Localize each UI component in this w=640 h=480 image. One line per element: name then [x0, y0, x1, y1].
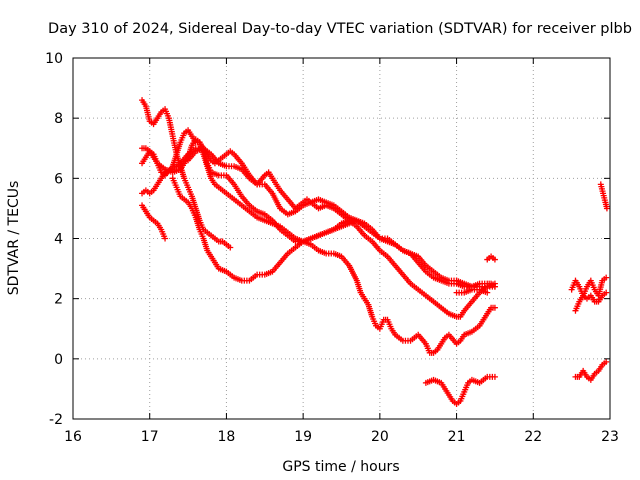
- data-point: [603, 205, 610, 212]
- y-tick-label: 2: [54, 292, 63, 308]
- y-tick-label: 4: [54, 232, 63, 248]
- y-axis-label: SDTVAR / TECUs: [6, 181, 22, 296]
- x-tick-label: 17: [141, 429, 159, 445]
- series-track-e: [185, 145, 460, 284]
- series-track-n: [572, 358, 610, 383]
- data-point: [603, 289, 610, 296]
- series-track-i: [453, 286, 491, 296]
- data-point: [491, 256, 498, 263]
- series-track-k: [422, 373, 498, 407]
- axis-ticks: 16 17 18 19 20 21 22 23 -2 0 2 4 6 8 10: [45, 51, 619, 445]
- y-tick-label: 6: [54, 171, 63, 187]
- series-track-o: [597, 181, 610, 212]
- series-track-j: [484, 253, 498, 263]
- series-track-d: [139, 145, 498, 320]
- data-point: [162, 235, 169, 242]
- x-tick-label: 20: [371, 429, 389, 445]
- y-tick-label: 0: [54, 352, 63, 368]
- data-point: [491, 283, 498, 290]
- y-tick-label: 8: [54, 111, 63, 127]
- gridlines: [73, 58, 610, 419]
- x-tick-label: 21: [448, 429, 466, 445]
- data-point: [603, 274, 610, 281]
- x-tick-label: 19: [294, 429, 312, 445]
- chart-title: Day 310 of 2024, Sidereal Day-to-day VTE…: [48, 21, 632, 37]
- x-tick-label: 18: [218, 429, 236, 445]
- series-track-b: [139, 136, 498, 356]
- data-series: [139, 97, 610, 407]
- data-point: [491, 304, 498, 311]
- series-track-m: [572, 289, 610, 314]
- data-point: [603, 358, 610, 365]
- x-tick-label: 16: [64, 429, 82, 445]
- x-axis-label: GPS time / hours: [282, 459, 399, 475]
- series-track-g: [169, 175, 368, 284]
- data-point: [491, 373, 498, 380]
- series-track-h: [453, 277, 498, 290]
- data-point: [484, 289, 491, 296]
- data-point: [361, 223, 368, 230]
- x-tick-label: 23: [601, 429, 619, 445]
- series-track-f: [139, 202, 169, 242]
- data-point: [227, 244, 234, 251]
- y-tick-label: -2: [49, 412, 63, 428]
- x-tick-label: 22: [524, 429, 542, 445]
- y-tick-label: 10: [45, 51, 63, 67]
